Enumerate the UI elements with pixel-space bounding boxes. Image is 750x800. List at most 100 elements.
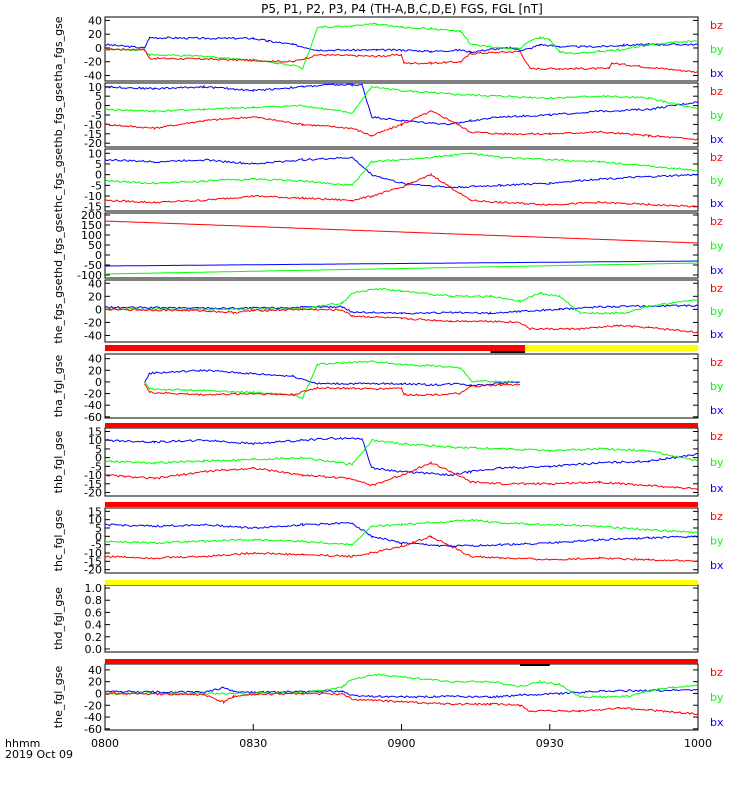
y-tick-label: 150 xyxy=(81,219,102,232)
y-tick-label: 0.8 xyxy=(85,594,103,607)
series-bx-line xyxy=(105,686,699,699)
legend-bx: bx xyxy=(710,716,724,729)
y-axis-label: thd_fgl_gse xyxy=(52,587,65,650)
status-bars-group xyxy=(105,345,698,666)
series-by-line xyxy=(104,85,699,114)
y-tick-label: -5 xyxy=(91,179,102,192)
series-bz-line xyxy=(104,172,699,208)
y-tick-label: 200 xyxy=(81,209,102,222)
legend-bx: bx xyxy=(710,404,724,417)
legend-bx: bx xyxy=(710,482,724,495)
series-by-line xyxy=(144,360,521,400)
y-axis-label: thc_fgs_gse xyxy=(52,148,65,213)
series-by-line xyxy=(104,22,699,71)
y-axis-label: the_fgs_gse xyxy=(52,278,65,343)
y-tick-label: 5 xyxy=(95,90,102,103)
y-tick-label: 0 xyxy=(95,100,102,113)
panel-frame xyxy=(104,82,699,148)
y-tick-label: -40 xyxy=(84,399,102,412)
y-tick-label: 0 xyxy=(95,452,102,465)
y-axis-label: thd_fgs_gse xyxy=(52,213,65,279)
y-axis-label: the_fgl_gse xyxy=(52,666,65,729)
y-tick-label: -5 xyxy=(91,460,102,473)
y-tick-label: -40 xyxy=(84,711,102,724)
legend-bx: bx xyxy=(710,67,724,80)
footer-date: 2019 Oct 09 xyxy=(5,748,73,761)
y-tick-label: -10 xyxy=(84,190,102,203)
legend-bz: bz xyxy=(710,356,723,369)
series-by-line xyxy=(104,152,699,187)
status-bar-yellow xyxy=(105,580,698,585)
series-bx-line xyxy=(104,156,699,189)
y-tick-label: 10 xyxy=(88,147,102,160)
series-bz-line xyxy=(104,110,699,141)
panel-frame xyxy=(104,279,699,343)
y-tick-label: 100 xyxy=(81,229,102,242)
legend-bx: bx xyxy=(710,559,724,572)
series-bz-line xyxy=(104,535,699,563)
y-tick-label: 40 xyxy=(88,353,102,366)
y-tick-label: 0.2 xyxy=(85,631,103,644)
series-bx-line xyxy=(104,83,699,126)
status-bar-red xyxy=(105,659,698,664)
y-tick-label: 0.6 xyxy=(85,606,103,619)
y-tick-label: 15 xyxy=(88,425,102,438)
footer-hhmm: hhmm xyxy=(5,737,40,750)
y-tick-label: -20 xyxy=(84,56,102,69)
y-axis-label: tha_fgs_gse xyxy=(52,16,65,81)
legend-bz: bz xyxy=(710,151,723,164)
y-tick-label: -100 xyxy=(77,269,102,282)
y-tick-label: 20 xyxy=(88,676,102,689)
y-tick-label: -50 xyxy=(84,259,102,272)
legend-bz: bz xyxy=(710,85,723,98)
legend-by: by xyxy=(710,456,724,469)
y-tick-label: -20 xyxy=(84,137,102,150)
legend-bx: bx xyxy=(710,197,724,210)
legend-bz: bz xyxy=(710,19,723,32)
legend-by: by xyxy=(710,691,724,704)
series-bz-line xyxy=(104,220,699,244)
panel-frame xyxy=(104,148,699,212)
series-bz-line xyxy=(104,47,699,74)
x-tick-label: 0830 xyxy=(239,737,267,750)
x-axis: 0800 0830 0900 0930 1000 xyxy=(91,724,712,750)
y-tick-label: 0 xyxy=(95,169,102,182)
y-tick-label: -20 xyxy=(84,487,102,500)
y-tick-label: 10 xyxy=(88,81,102,94)
series-by-line xyxy=(104,287,698,315)
legend-bx: bx xyxy=(710,264,724,277)
legend-bx: bx xyxy=(710,133,724,146)
y-tick-label: -10 xyxy=(84,469,102,482)
y-tick-label: -20 xyxy=(84,388,102,401)
panel-frame xyxy=(104,584,699,653)
y-tick-label: 5 xyxy=(95,443,102,456)
y-tick-label: -20 xyxy=(84,564,102,577)
y-tick-label: -60 xyxy=(84,411,102,424)
y-tick-label: 0.4 xyxy=(85,619,103,632)
y-tick-label: -5 xyxy=(91,109,102,122)
legend-bz: bz xyxy=(710,510,723,523)
panel-thd_fgl_gse: 1.00.80.60.40.20.0 thd_fgl_gse xyxy=(52,582,699,656)
legend-by: by xyxy=(710,305,724,318)
legend-bz: bz xyxy=(710,215,723,228)
x-tick-label: 0930 xyxy=(536,737,564,750)
y-axis-label: thb_fgl_gse xyxy=(52,430,65,493)
y-tick-label: -15 xyxy=(84,128,102,141)
legend-by: by xyxy=(710,174,724,187)
legend-bz: bz xyxy=(710,430,723,443)
y-tick-label: 0 xyxy=(95,687,102,700)
series-bx-line xyxy=(104,436,699,477)
series-bz-line xyxy=(144,383,521,397)
y-tick-label: -40 xyxy=(84,69,102,82)
legend-by: by xyxy=(710,109,724,122)
y-tick-label: 40 xyxy=(88,277,102,290)
status-marker xyxy=(520,664,550,666)
y-tick-label: 50 xyxy=(88,239,102,252)
y-tick-label: -20 xyxy=(84,699,102,712)
